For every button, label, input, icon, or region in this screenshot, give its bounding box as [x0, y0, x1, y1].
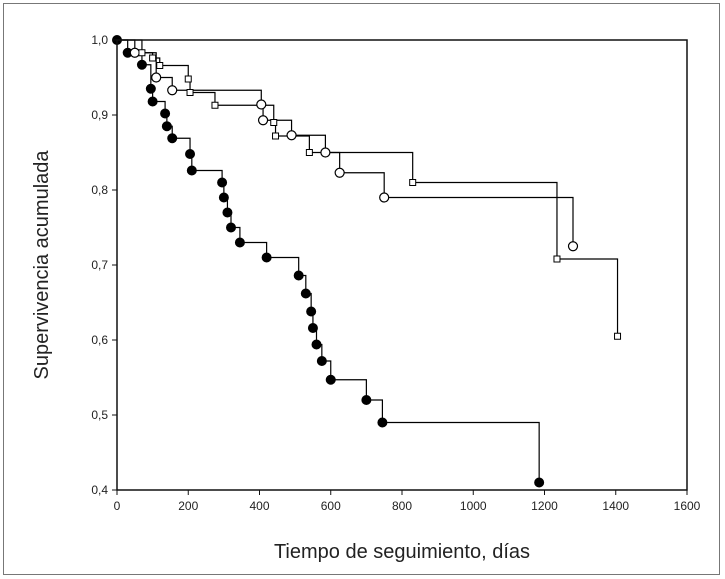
- data-point-filled-circle: [361, 395, 372, 405]
- data-point-open-square: [272, 132, 280, 140]
- data-point-filled-circle: [534, 477, 545, 488]
- curves-layer: [117, 39, 619, 483]
- data-point-open-square: [138, 49, 146, 57]
- data-point-filled-circle: [147, 96, 158, 107]
- data-point-filled-circle: [217, 177, 228, 188]
- data-point-filled-circle: [311, 339, 322, 350]
- y-tick-label: 1,0: [91, 33, 108, 47]
- x-axis-title: Tiempo de seguimiento, días: [274, 541, 530, 563]
- data-point-filled-circle: [226, 222, 236, 233]
- data-point-open-circle: [334, 167, 345, 178]
- x-tick-label: 0: [114, 499, 121, 513]
- x-tick-label: 800: [392, 499, 412, 513]
- data-point-open-square: [553, 255, 561, 263]
- data-point-filled-circle: [186, 165, 197, 176]
- data-point-open-circle: [151, 72, 162, 83]
- data-point-open-circle: [379, 192, 390, 203]
- y-tick-label: 0,9: [91, 108, 108, 122]
- y-tick-label: 0,6: [91, 333, 108, 347]
- x-tick-label: 1000: [460, 499, 487, 513]
- data-point-filled-circle: [234, 237, 245, 248]
- data-point-filled-circle: [377, 417, 388, 428]
- data-point-filled-circle: [122, 47, 133, 58]
- data-point-filled-circle: [185, 149, 196, 159]
- data-point-open-circle: [320, 147, 331, 158]
- y-tick-label: 0,5: [91, 408, 108, 422]
- x-axis: 0 200 400 600 800 1000 1200 1400 1600: [114, 490, 701, 513]
- chart-frame: [3, 3, 720, 575]
- markers-layer: [112, 35, 622, 488]
- x-tick-label: 1200: [531, 499, 558, 513]
- y-tick-label: 0,7: [91, 258, 108, 272]
- data-point-filled-circle: [316, 356, 327, 366]
- data-point-open-square: [409, 179, 417, 186]
- data-point-filled-circle: [136, 59, 147, 70]
- data-point-filled-circle: [325, 374, 336, 385]
- data-point-open-square: [184, 75, 192, 83]
- data-point-open-square: [305, 149, 313, 156]
- data-point-filled-circle: [222, 207, 233, 218]
- data-point-open-square: [614, 332, 622, 340]
- survival-curve-open-circle: [117, 39, 574, 247]
- y-axis: 0,4 0,5 0,6 0,7 0,8 0,9 1,0: [91, 33, 117, 497]
- data-point-filled-circle: [293, 270, 304, 281]
- x-tick-label: 1600: [674, 499, 701, 513]
- x-tick-label: 600: [321, 499, 341, 513]
- data-point-filled-circle: [261, 252, 272, 263]
- data-point-filled-circle: [307, 323, 318, 333]
- data-point-open-square: [156, 62, 164, 69]
- data-point-open-circle: [129, 47, 140, 58]
- x-tick-label: 1400: [602, 499, 629, 513]
- data-point-open-circle: [257, 115, 269, 126]
- data-point-open-square: [149, 54, 157, 62]
- y-tick-label: 0,8: [91, 183, 108, 197]
- data-point-open-circle: [256, 99, 267, 110]
- data-point-open-circle: [286, 130, 297, 141]
- data-point-filled-circle: [167, 133, 178, 144]
- data-point-open-circle: [567, 241, 579, 252]
- data-point-filled-circle: [160, 108, 171, 119]
- y-axis-title: Supervivencia acumulada: [31, 150, 53, 380]
- data-point-filled-circle: [145, 83, 156, 94]
- x-tick-label: 400: [249, 499, 269, 513]
- data-point-open-square: [186, 89, 194, 96]
- data-point-filled-circle: [300, 288, 311, 299]
- data-point-open-square: [270, 119, 278, 126]
- survival-curve-open-square: [117, 39, 619, 337]
- data-point-open-circle: [167, 85, 178, 96]
- x-tick-label: 200: [178, 499, 198, 513]
- data-point-open-square: [211, 101, 219, 109]
- data-point-filled-circle: [218, 192, 229, 203]
- survival-curve-filled-circle: [117, 39, 540, 483]
- y-tick-label: 0,4: [91, 483, 108, 497]
- data-point-filled-circle: [306, 306, 317, 317]
- data-point-filled-circle: [161, 121, 172, 132]
